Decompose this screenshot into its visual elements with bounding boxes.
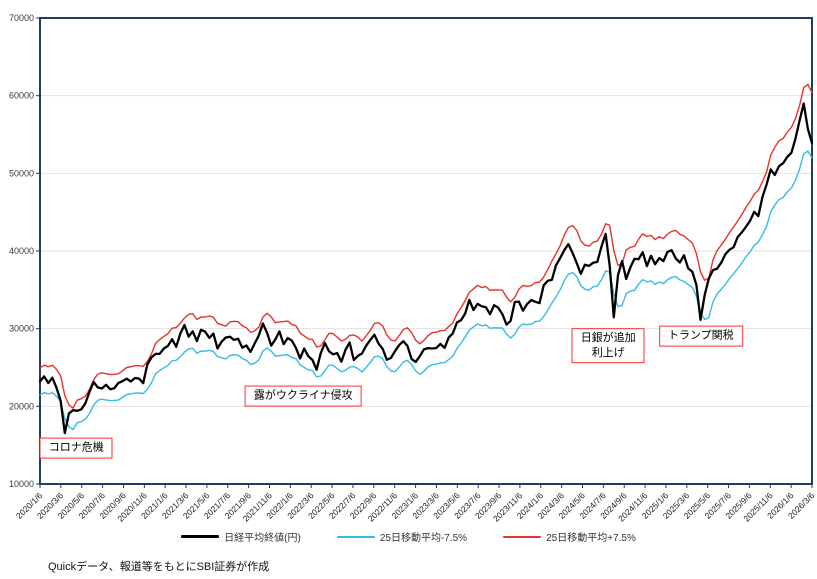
y-tick-label: 70000 [9, 13, 34, 23]
event-annotation: コロナ危機 [39, 437, 113, 459]
event-annotation: 日銀が追加 利上げ [571, 327, 645, 364]
y-tick-label: 30000 [9, 324, 34, 334]
series-line-1 [39, 150, 813, 431]
source-note: Quickデータ、報道等をもとにSBI証券が作成 [48, 561, 270, 573]
chart-legend: 日経平均終値(円) 25日移動平均-7.5% 25日移動平均+7.5% [0, 529, 817, 544]
event-annotation: 露がウクライナ侵攻 [244, 385, 362, 407]
legend-line-swatch [503, 535, 542, 538]
plot-border [39, 17, 813, 485]
legend-label: 日経平均終値(円) [224, 533, 301, 544]
y-tick-label: 10000 [9, 479, 34, 489]
legend-item-2: 25日移動平均+7.5% [503, 529, 636, 544]
legend-label: 25日移動平均+7.5% [546, 533, 636, 544]
legend-label: 25日移動平均-7.5% [379, 533, 468, 544]
legend-item-1: 25日移動平均-7.5% [336, 529, 468, 544]
series-line-2 [39, 83, 813, 409]
y-tick-label: 20000 [9, 401, 34, 411]
series-line-0 [38, 102, 814, 435]
legend-line-swatch [181, 535, 220, 538]
legend-item-0: 日経平均終値(円) [181, 529, 301, 544]
legend-line-swatch [336, 535, 375, 538]
y-tick-label: 60000 [9, 91, 34, 101]
event-annotation: トランプ関税 [658, 326, 743, 347]
y-tick-label: 50000 [9, 168, 34, 178]
y-tick-label: 40000 [9, 246, 34, 256]
